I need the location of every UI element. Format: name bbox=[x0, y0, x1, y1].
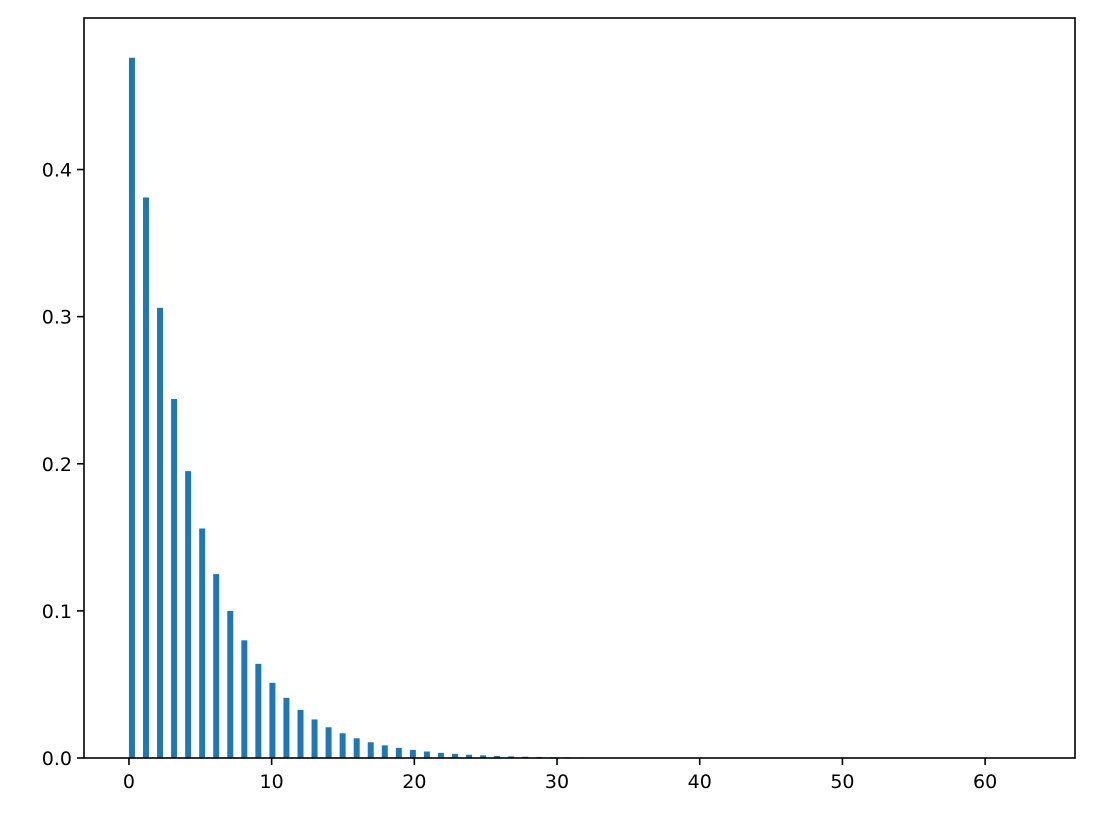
x-tick-label: 10 bbox=[260, 771, 284, 793]
bar bbox=[508, 756, 515, 758]
bar bbox=[142, 197, 149, 759]
bar bbox=[255, 663, 262, 758]
bar bbox=[480, 755, 487, 758]
bar bbox=[423, 751, 430, 758]
x-tick-label: 0 bbox=[123, 771, 135, 793]
bar bbox=[199, 528, 206, 758]
bar bbox=[311, 719, 318, 758]
bars-group bbox=[128, 57, 1020, 759]
bar bbox=[241, 640, 248, 758]
bar bbox=[339, 733, 346, 758]
bar bbox=[171, 399, 178, 758]
bar bbox=[297, 709, 304, 758]
bar bbox=[128, 57, 135, 758]
bar bbox=[185, 471, 192, 758]
y-tick-label: 0.2 bbox=[42, 454, 72, 476]
bar bbox=[466, 754, 473, 758]
y-tick-label: 0.1 bbox=[42, 601, 72, 623]
x-tick-label: 40 bbox=[688, 771, 712, 793]
bar bbox=[381, 745, 388, 758]
y-tick-label: 0.3 bbox=[42, 307, 72, 329]
bar bbox=[325, 727, 332, 758]
bar bbox=[395, 747, 402, 758]
bar bbox=[269, 682, 276, 758]
bar bbox=[437, 752, 444, 758]
bar bbox=[452, 753, 459, 758]
x-tick-label: 50 bbox=[830, 771, 854, 793]
x-axis: 0 10 20 30 40 50 60 bbox=[123, 758, 997, 793]
bar bbox=[213, 574, 220, 758]
x-tick-label: 30 bbox=[545, 771, 569, 793]
y-tick-label: 0.4 bbox=[42, 160, 72, 182]
bar bbox=[494, 755, 501, 758]
bar bbox=[353, 738, 360, 758]
axes-frame bbox=[83, 17, 1076, 759]
bar bbox=[227, 610, 234, 758]
x-tick-label: 60 bbox=[973, 771, 997, 793]
y-tick-label: 0.0 bbox=[42, 748, 72, 770]
y-axis: 0.0 0.1 0.2 0.3 0.4 bbox=[42, 160, 84, 770]
x-tick-label: 20 bbox=[402, 771, 426, 793]
bar bbox=[367, 742, 374, 758]
bar bbox=[283, 697, 290, 758]
bar bbox=[409, 749, 416, 758]
bar bbox=[157, 307, 164, 758]
